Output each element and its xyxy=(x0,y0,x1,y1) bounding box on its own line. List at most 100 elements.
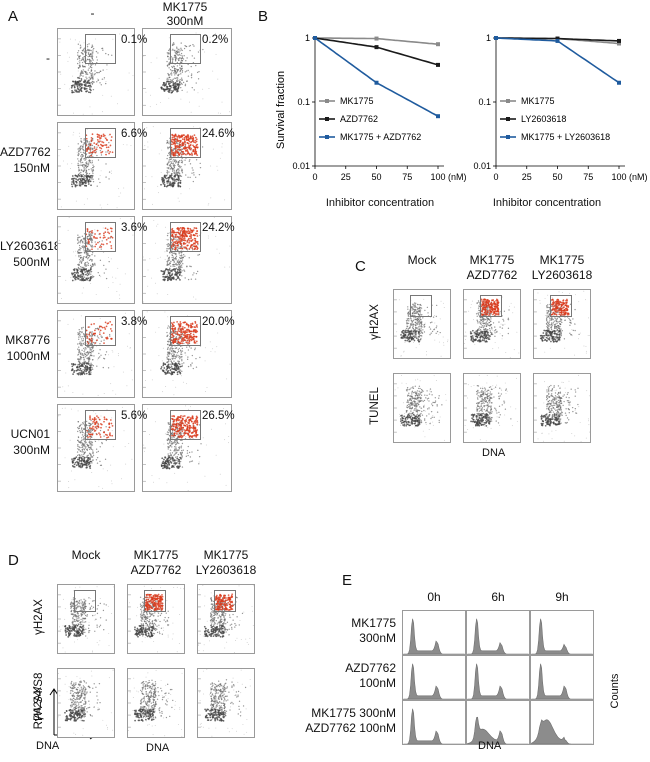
panel-c-flow-0-2-gate xyxy=(550,295,572,317)
chart-0-xtick-0: 0 xyxy=(312,172,317,182)
panel-a-col-header-2: MK1775 300nM xyxy=(162,0,208,28)
chart-1-ytick-2: 0.01 xyxy=(473,161,491,171)
panel-d-row-label-0: γH2AX xyxy=(33,599,45,635)
panel-d-row-label-1: RPA S4/S8 xyxy=(33,672,45,730)
panel-e-row-label-2: MK1775 300nM AZD7762 100nM xyxy=(305,706,396,735)
chart-0-series-2-point-2 xyxy=(436,114,440,119)
chart-1-series-1-point-1 xyxy=(555,36,560,41)
panel-c-row-label-1: TUNEL xyxy=(369,387,381,425)
panel-e-hist-2-2 xyxy=(530,700,594,745)
panel-d-flow-0-0-gate xyxy=(74,590,96,612)
chart1-xlabel: Inhibitor concentration xyxy=(325,197,435,209)
chart-0-legend-0: MK1775 xyxy=(340,96,374,106)
chart-1-xtick-1: 25 xyxy=(522,172,532,182)
panel-label-e: E xyxy=(342,572,353,589)
chart-1-series-0-point-2 xyxy=(617,41,621,46)
panel-label-d: D xyxy=(8,552,19,569)
panel-a-row-label-3: MK8776 1000nM xyxy=(5,333,50,363)
chart-0-series-2-line xyxy=(314,37,439,117)
panel-e-hist-0-2 xyxy=(530,610,594,655)
panel-label-b: B xyxy=(258,8,269,25)
panel-c-flow-1-0-scatter xyxy=(394,375,447,441)
panel-e-row-label-0: MK1775 300nM xyxy=(351,616,396,645)
panel-e-hist-2-2-shape xyxy=(531,719,593,744)
panel-a-flow-right-1-gate xyxy=(170,128,201,158)
panel-e-hist-0-1-shape xyxy=(467,618,529,654)
panel-a-row-label-4: UCN01 300nM xyxy=(10,427,50,457)
chart-0-ylabel: Survival fraction xyxy=(275,71,287,149)
chart-1-ytick-1: 0.1 xyxy=(478,97,491,107)
panel-a-col-header-1: - xyxy=(90,6,95,20)
panel-a-pct-left-2: 3.6% xyxy=(121,222,148,234)
chart-0-series-2-point-1 xyxy=(374,80,379,85)
panel-a-pct-left-0: 0.1% xyxy=(121,34,148,46)
panel-a-flow-right-3-gate xyxy=(170,316,201,346)
panel-d-flow-1-1 xyxy=(127,668,185,738)
panel-a-flow-right-0-scatter xyxy=(143,32,230,114)
chart-1-series-2-point-2 xyxy=(617,80,621,85)
panel-a-pct-right-3: 20.0% xyxy=(202,316,235,328)
panel-a-pct-right-1: 24.6% xyxy=(202,128,235,140)
panel-a-pct-right-0: 0.2% xyxy=(202,34,229,46)
chart-1-xtick-3: 75 xyxy=(583,172,593,182)
panel-d-col-header-2: MK1775 LY2603618 xyxy=(195,548,257,577)
panel-d-flow-0-0 xyxy=(57,584,115,654)
panel-e-hist-0-0 xyxy=(402,610,466,655)
panel-d-flow-0-1-gate xyxy=(144,590,166,612)
panel-d-flow-1-2-scatter xyxy=(198,669,251,737)
panel-e-hist-2-1 xyxy=(466,700,530,745)
chart-0-series-2-point-0 xyxy=(313,36,317,40)
panel-a-flow-left-3-gate xyxy=(85,316,116,346)
panel-e-hist-0-0-shape xyxy=(403,618,465,654)
panel-a-flow-right-1-scatter xyxy=(143,126,226,206)
panel-e-hist-2-0-shape xyxy=(403,708,465,744)
panel-c-col-header-0: Mock xyxy=(407,253,437,267)
chart-1: 1 0.1 0.010 25 50 75 100 (nM) MK1775 LY2603618 MK1… xyxy=(473,33,647,182)
panel-a-flow-right-3-scatter xyxy=(143,311,231,396)
chart-0-series-1-point-1 xyxy=(374,45,379,50)
chart-1-series-2-point-0 xyxy=(494,36,498,40)
panel-d-flow-0-2 xyxy=(197,584,255,654)
panel-label-a: A xyxy=(8,8,19,25)
panel-e-hist-1-1 xyxy=(466,655,530,700)
panel-c-flow-1-2 xyxy=(533,373,591,443)
panel-a-flow-right-4 xyxy=(142,404,232,492)
chart-1-legend-2: MK1775 + LY2603618 xyxy=(521,132,610,142)
chart2-xlabel: Inhibitor concentration xyxy=(492,197,602,209)
panel-a-flow-right-0 xyxy=(142,28,232,116)
panel-c-col-header-2: MK1775 LY2603618 xyxy=(531,253,593,282)
panel-a-flow-left-1 xyxy=(57,122,135,210)
chart-1-xunit: (nM) xyxy=(629,172,648,182)
panel-c-col-header-1: MK1775 AZD7762 xyxy=(466,253,518,282)
panel-a-flow-left-4-scatter xyxy=(58,406,133,489)
chart-0-series-0-point-1 xyxy=(374,36,379,41)
panel-e-hist-0-1 xyxy=(466,610,530,655)
chart-0-legend-2: MK1775 + AZD7762 xyxy=(340,132,421,142)
panel-d-x-axis-label: DNA xyxy=(146,742,170,754)
chart-0-legend-1: AZD7762 xyxy=(340,114,378,124)
panel-e-hist-2-0 xyxy=(402,700,466,745)
panel-label-c: C xyxy=(355,258,366,275)
chart-0: 1 0.1 0.010 25 50 75 100 (nM) MK1775 AZD7762 MK177… xyxy=(292,33,466,182)
chart-0-series-1-point-2 xyxy=(436,62,440,67)
panel-a-flow-right-2-gate xyxy=(170,222,201,252)
panel-e-y-axis-label: Counts xyxy=(609,673,621,709)
panel-d-flow-0-1-scatter xyxy=(128,585,184,653)
panel-c-flow-0-2-scatter xyxy=(534,290,590,356)
panel-e-hist-0-2-shape xyxy=(531,618,593,654)
chart-1-legend-0: MK1775 xyxy=(521,96,555,106)
panel-e-hist-1-0-shape xyxy=(403,663,465,699)
chart-1-series-1-point-2 xyxy=(617,38,621,43)
chart-0-xtick-2: 50 xyxy=(371,172,381,182)
panel-c-flow-1-2-scatter xyxy=(534,374,590,442)
panel-a-flow-left-0 xyxy=(57,28,135,116)
panel-a-x-axis-label: DNA xyxy=(36,740,60,752)
panel-d-flow-1-2 xyxy=(197,668,255,738)
panel-c-flow-0-0-gate xyxy=(410,295,432,317)
panel-c-flow-1-1-scatter xyxy=(464,374,518,442)
panel-a-row-label-0: - xyxy=(46,51,50,65)
panel-a-flow-right-4-gate xyxy=(170,410,201,440)
panel-a-pct-left-3: 3.8% xyxy=(121,316,148,328)
panel-e-hist-1-0 xyxy=(402,655,466,700)
panel-a-flow-right-4-scatter xyxy=(143,405,230,491)
